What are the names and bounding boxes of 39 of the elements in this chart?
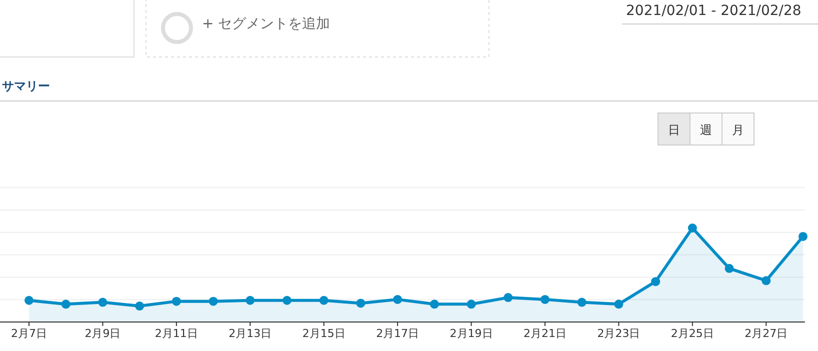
text: 週 (700, 123, 712, 137)
x-tick-label: 2月15日 (302, 327, 346, 340)
point (393, 294, 402, 304)
x-tick-label: 2月23日 (597, 327, 640, 340)
x-tick-label: 2月27日 (744, 327, 788, 340)
point (172, 296, 181, 306)
point (430, 300, 439, 309)
x-tick-label: 2月7日 (11, 327, 47, 340)
point (282, 296, 292, 305)
point (614, 300, 624, 309)
point (246, 296, 255, 305)
point (24, 296, 34, 305)
x-tick-label: 2月13日 (228, 327, 272, 340)
chart-title: サマリー (2, 79, 50, 93)
point (319, 296, 328, 305)
x-tick-label: 2月21日 (524, 327, 566, 340)
text: 日 (668, 123, 680, 137)
text: 2021/02/01 - 2021/02/28 (626, 3, 802, 19)
point (577, 298, 586, 307)
point (688, 224, 697, 232)
point (98, 298, 108, 307)
point (724, 264, 734, 273)
x-tick-label: 2月25日 (670, 327, 714, 340)
point (135, 302, 144, 311)
text: + セグメントを追加 (202, 16, 330, 32)
point (798, 232, 808, 241)
x-tick-label: 2月9日 (84, 327, 121, 340)
point (466, 300, 476, 309)
x-tick-label: 2月17日 (376, 327, 420, 340)
point (208, 296, 218, 306)
point (356, 298, 366, 308)
point (651, 277, 660, 286)
point (504, 293, 513, 302)
point (540, 294, 550, 304)
point (762, 276, 771, 286)
x-tick-label: 2月19日 (450, 327, 493, 340)
x-tick-label: 2月11日 (154, 327, 198, 340)
text: 月 (732, 123, 744, 137)
point (61, 300, 70, 309)
